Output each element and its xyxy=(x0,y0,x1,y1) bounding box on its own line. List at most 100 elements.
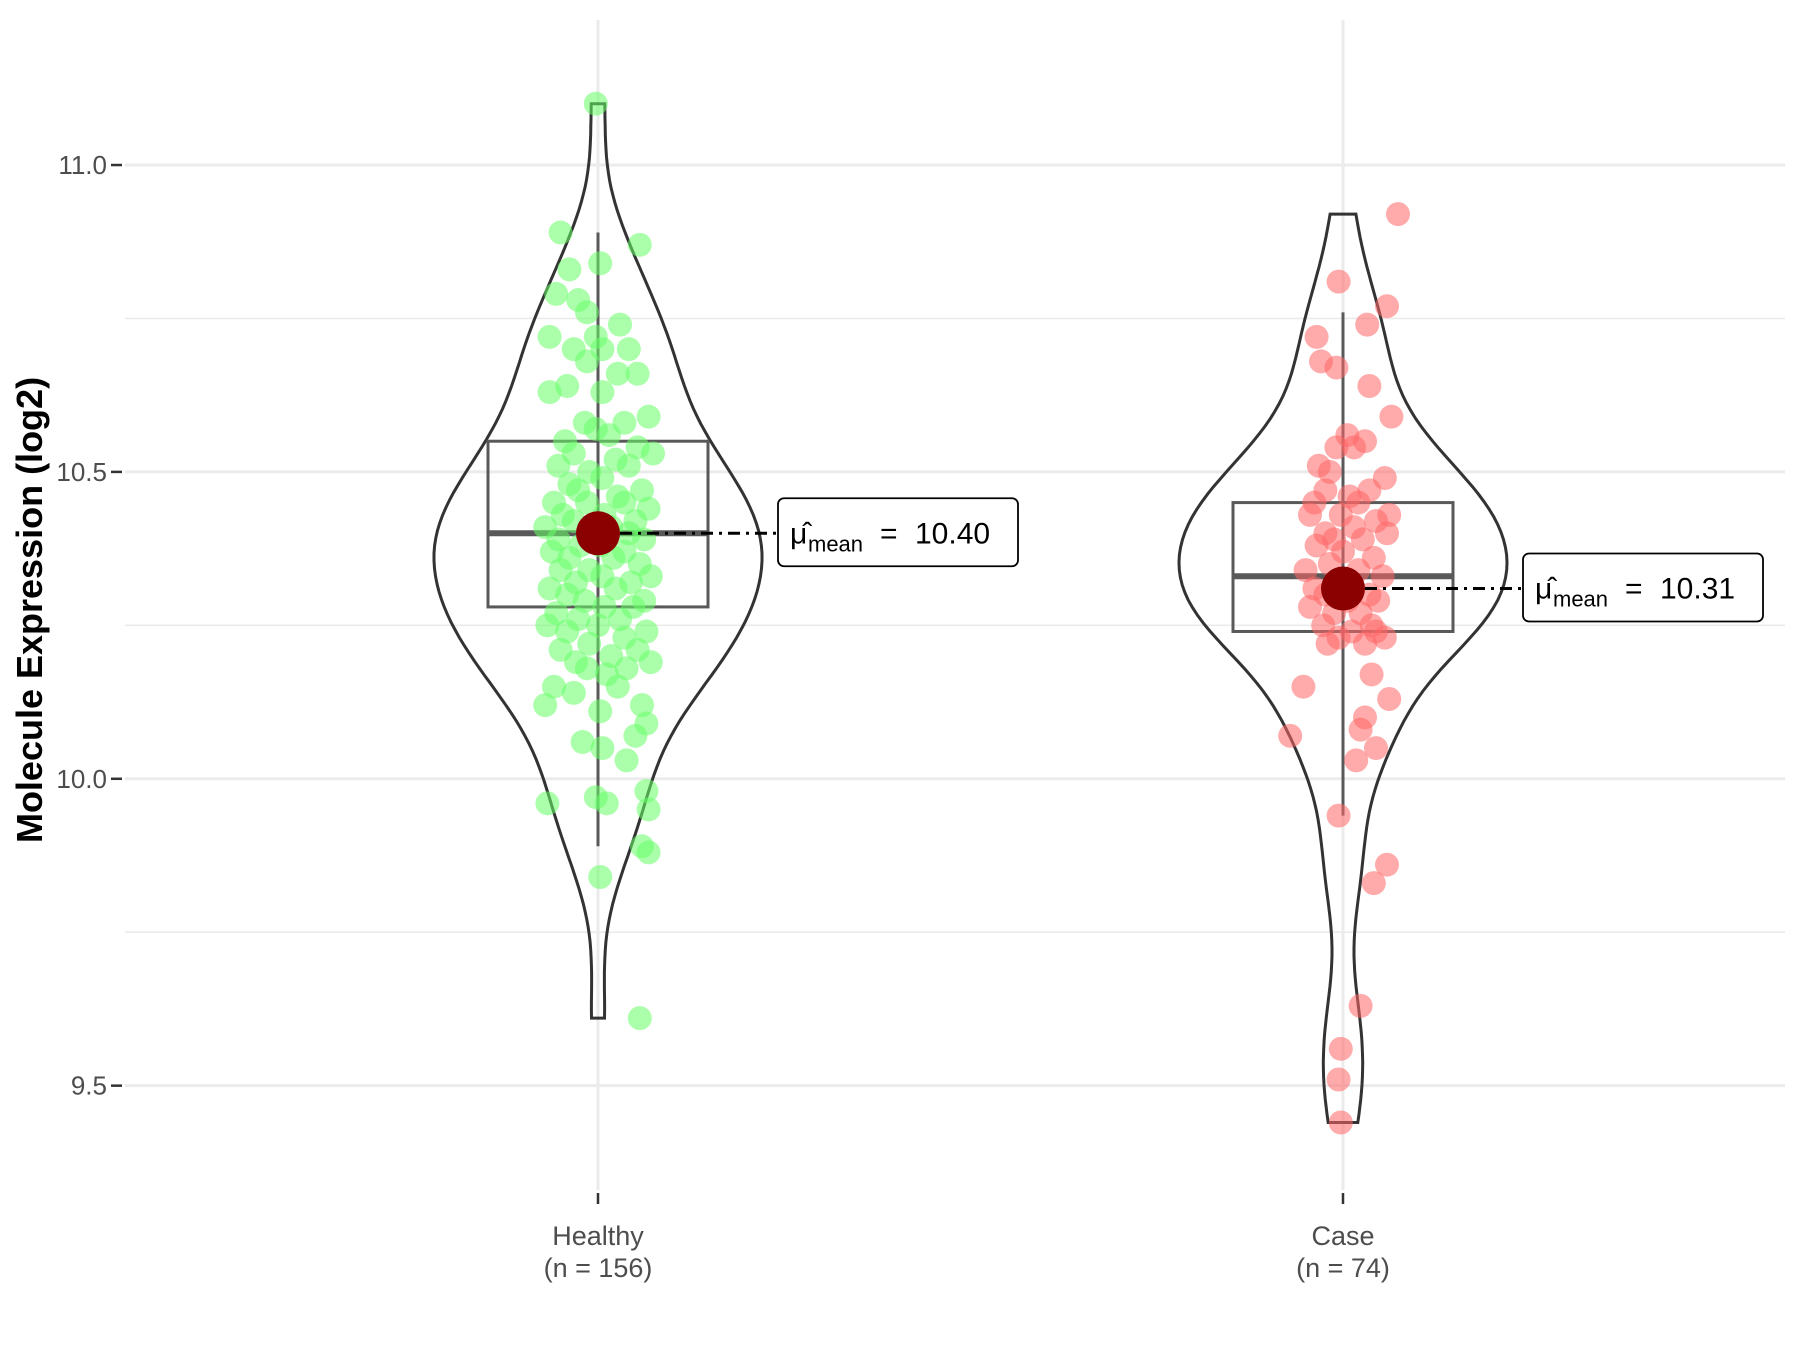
mean-value-healthy: 10.40 xyxy=(915,517,990,550)
data-point xyxy=(1348,717,1373,742)
data-point xyxy=(608,607,632,632)
data-point xyxy=(1364,736,1388,761)
data-point xyxy=(572,588,597,613)
data-point xyxy=(625,361,650,386)
mean-symbol-healthy: μ̂ xyxy=(790,517,812,550)
mean-subscript-case: mean xyxy=(1553,587,1608,612)
mean-subscript-healthy: mean xyxy=(808,531,863,556)
y-tick-label: 11.0 xyxy=(58,150,107,180)
data-point xyxy=(577,631,602,656)
data-point xyxy=(594,791,619,816)
data-point xyxy=(1324,355,1349,380)
group-healthy: μ̂ mean = 10.40 xyxy=(432,91,1019,1031)
mean-symbol-case: μ̂ xyxy=(1535,573,1557,606)
data-point xyxy=(1328,1110,1353,1135)
mean-value-case: 10.31 xyxy=(1660,573,1735,606)
category-label-healthy: Healthy xyxy=(552,1221,644,1251)
data-point xyxy=(535,791,560,816)
y-tick-label: 9.5 xyxy=(71,1071,107,1101)
data-point xyxy=(1355,312,1380,337)
data-point xyxy=(636,840,661,865)
data-point xyxy=(634,619,659,644)
data-point xyxy=(588,864,613,889)
data-point xyxy=(575,300,599,325)
data-point xyxy=(1366,588,1391,613)
data-point xyxy=(1350,527,1375,552)
data-point xyxy=(1326,269,1351,294)
data-point xyxy=(1357,373,1382,398)
y-axis-ticks: 9.5 10.0 10.5 11.0 xyxy=(56,150,122,1101)
data-point xyxy=(533,693,558,718)
category-label-case: Case xyxy=(1311,1221,1374,1251)
data-point xyxy=(638,650,663,675)
mean-label-box-case xyxy=(1522,552,1764,623)
data-point xyxy=(535,613,560,638)
data-point xyxy=(537,324,562,349)
group-case: μ̂ mean = 10.31 xyxy=(1177,202,1764,1135)
data-point xyxy=(1291,674,1316,699)
data-point xyxy=(1386,202,1410,227)
data-point xyxy=(1326,803,1351,828)
data-point xyxy=(1304,533,1329,558)
data-point xyxy=(570,729,595,754)
y-tick-label: 10.0 xyxy=(56,764,107,794)
data-point xyxy=(1377,686,1402,711)
data-point xyxy=(1326,625,1351,650)
data-point xyxy=(623,723,648,748)
data-point xyxy=(544,281,569,306)
data-point xyxy=(546,453,571,478)
data-point xyxy=(608,312,632,337)
data-point xyxy=(586,613,610,638)
data-point xyxy=(605,674,630,699)
data-point xyxy=(1361,871,1386,896)
data-point xyxy=(638,564,663,589)
data-point xyxy=(557,257,582,282)
data-point xyxy=(630,693,654,718)
data-point xyxy=(1328,1036,1353,1061)
data-point xyxy=(1324,435,1349,460)
data-point xyxy=(616,453,641,478)
data-point xyxy=(1342,435,1366,460)
mean-equals-case: = xyxy=(1625,573,1643,606)
data-point xyxy=(542,674,566,699)
data-point xyxy=(614,748,639,773)
data-point xyxy=(636,404,661,429)
data-point xyxy=(1278,723,1303,748)
data-point xyxy=(630,478,654,503)
data-point xyxy=(627,232,652,257)
data-point xyxy=(1348,993,1373,1018)
data-point xyxy=(548,220,573,245)
data-point xyxy=(575,349,599,374)
data-point xyxy=(1375,852,1399,877)
mean-label-box-healthy xyxy=(777,497,1019,568)
violin-outline-case xyxy=(1177,212,1509,1124)
data-point xyxy=(1359,662,1384,687)
data-point xyxy=(588,251,613,276)
data-point xyxy=(634,779,659,804)
mean-point-healthy xyxy=(576,511,620,556)
data-point xyxy=(1298,594,1322,619)
mean-equals-healthy: = xyxy=(880,517,898,550)
data-point xyxy=(1293,558,1318,583)
data-point xyxy=(616,337,641,362)
data-point xyxy=(575,656,599,681)
data-point xyxy=(590,736,615,761)
data-point xyxy=(614,656,639,681)
data-point xyxy=(627,1006,652,1031)
data-point xyxy=(1304,324,1329,349)
data-point xyxy=(1298,502,1322,527)
data-point xyxy=(1379,404,1404,429)
data-point xyxy=(561,680,586,705)
category-count-case: (n = 74) xyxy=(1296,1253,1390,1283)
data-point xyxy=(603,576,628,601)
data-point xyxy=(636,797,661,822)
data-point xyxy=(537,380,562,405)
data-point xyxy=(555,619,580,644)
data-point xyxy=(1364,619,1388,644)
data-point xyxy=(597,423,621,448)
data-point xyxy=(1344,748,1369,773)
data-point xyxy=(632,527,657,552)
data-point xyxy=(1326,1067,1351,1092)
data-point xyxy=(1370,564,1395,589)
data-point xyxy=(590,466,615,491)
